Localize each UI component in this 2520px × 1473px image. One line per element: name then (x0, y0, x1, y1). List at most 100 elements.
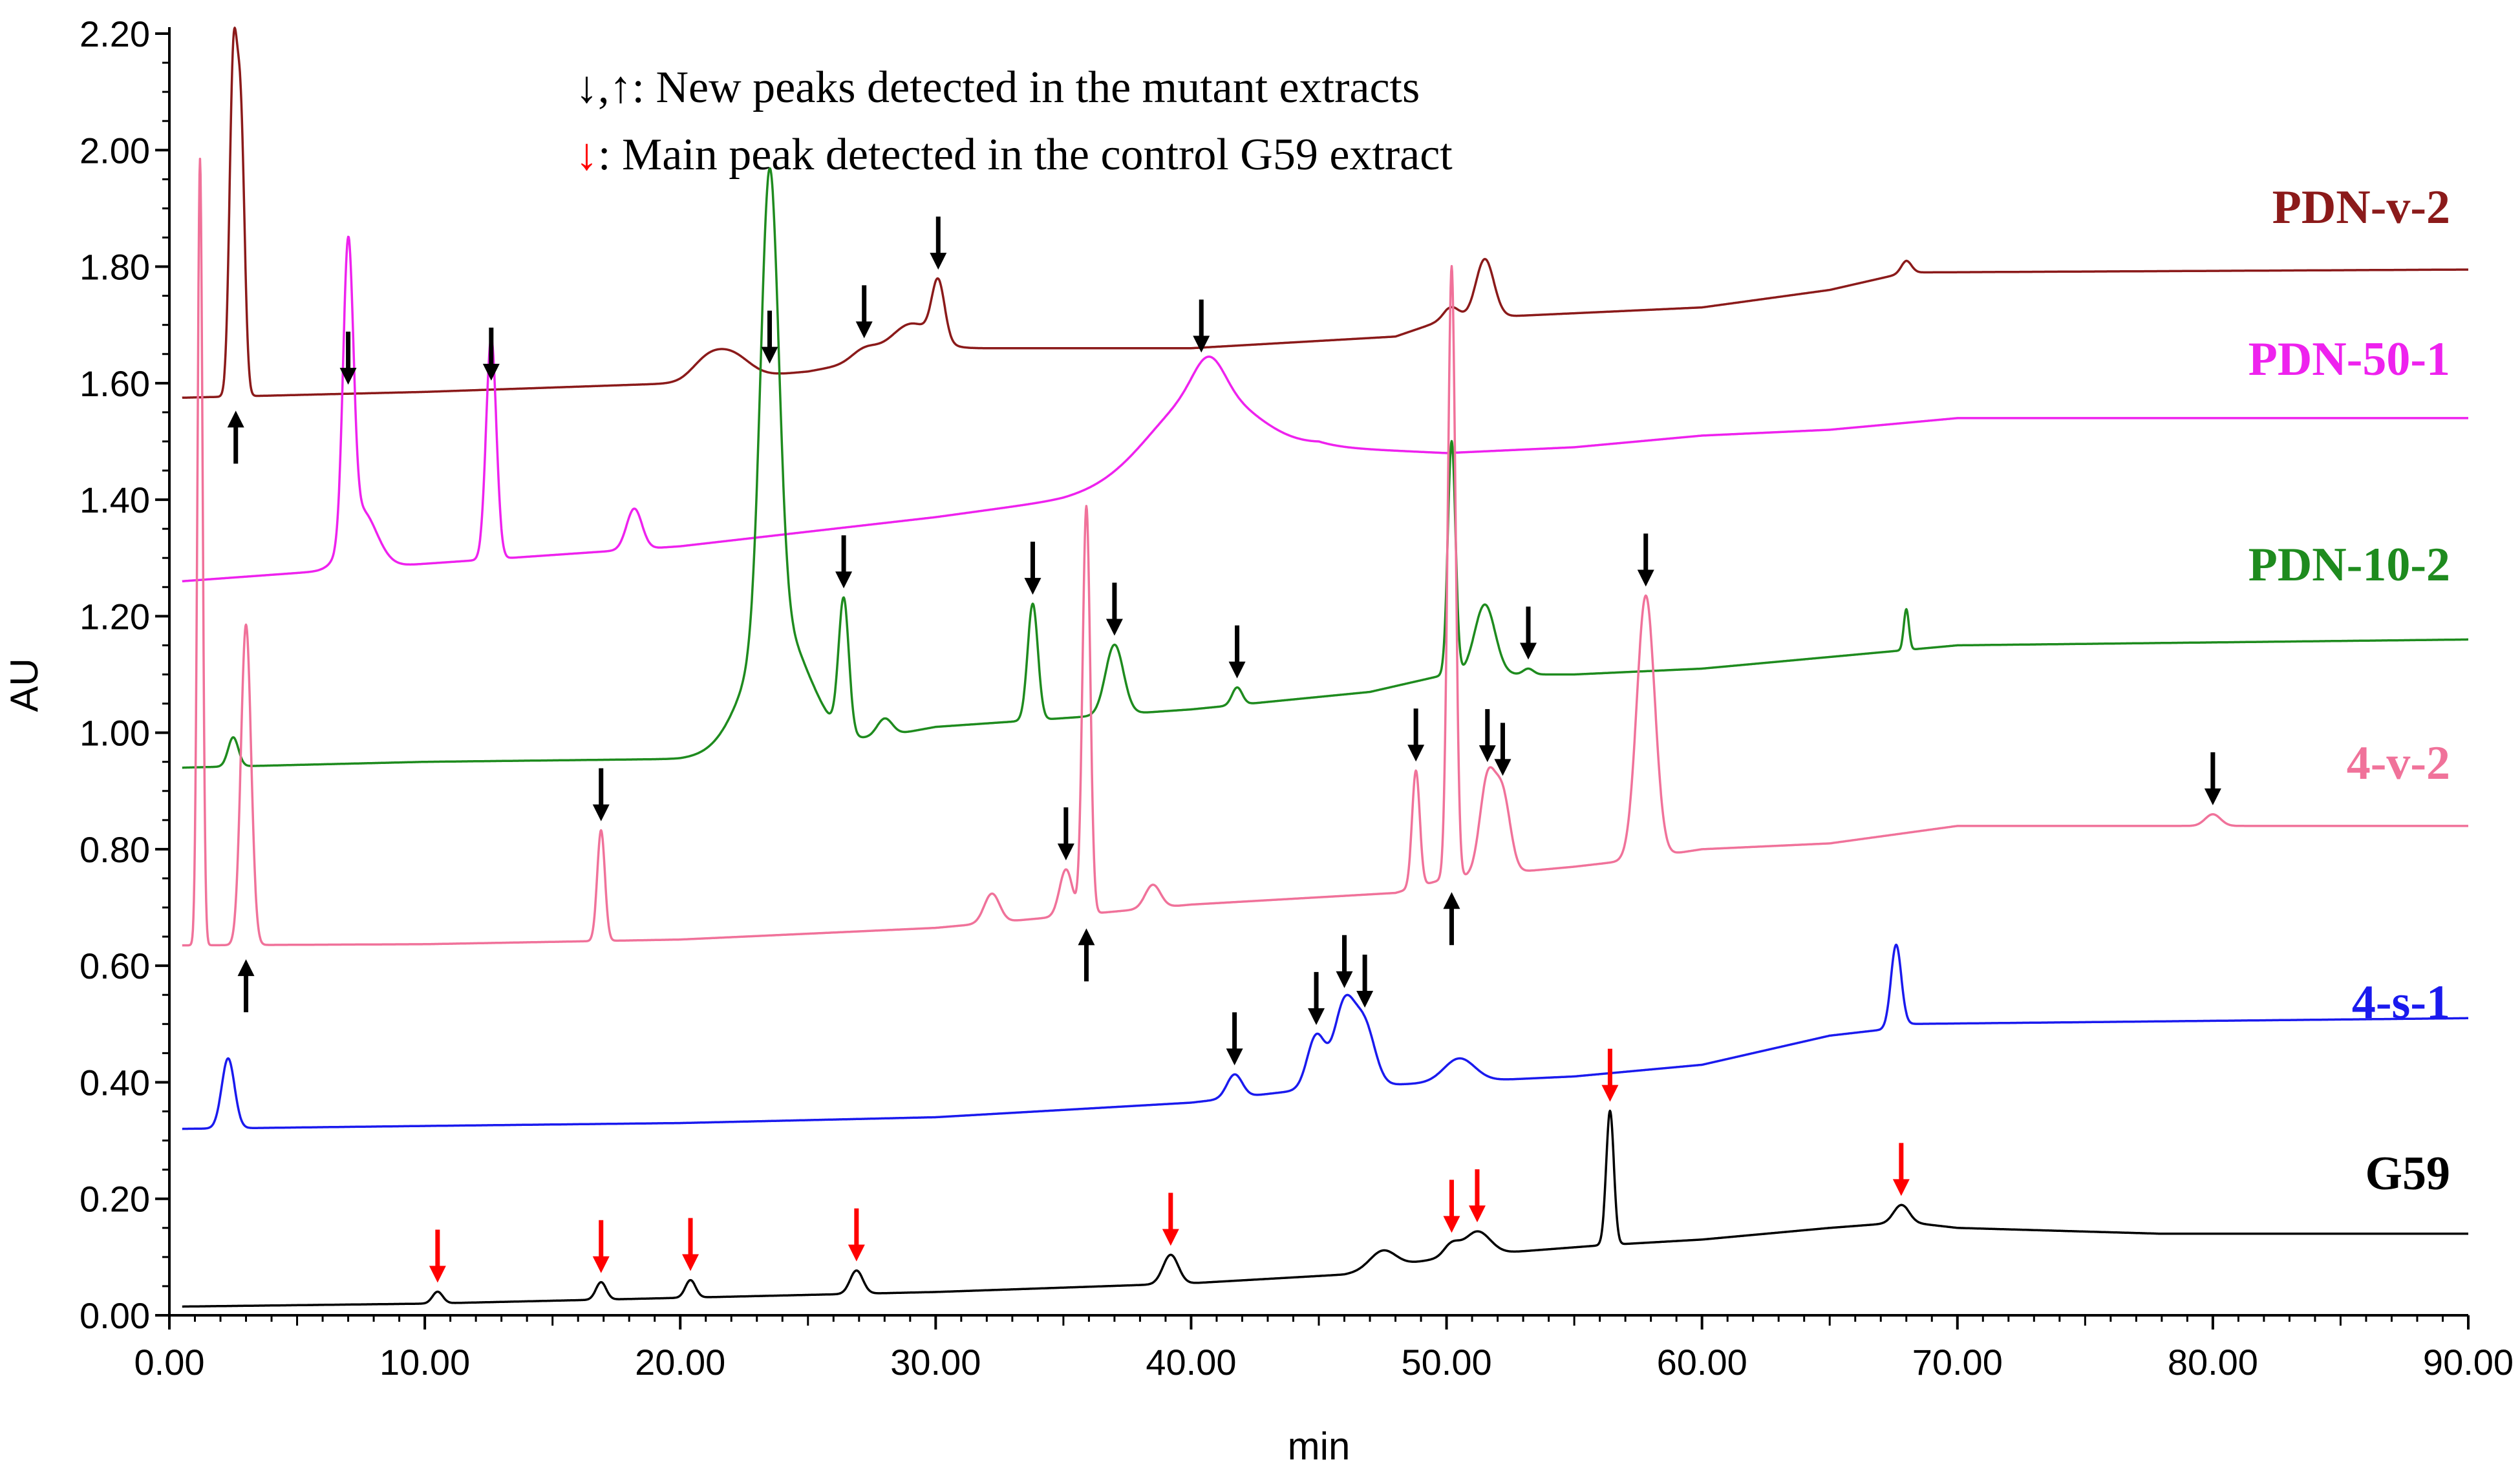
series-label-PDN-10-2: PDN-10-2 (2248, 538, 2450, 591)
y-axis-title: AU (3, 658, 46, 712)
arrow-head (1494, 759, 1511, 776)
y-tick-label: 1.60 (80, 363, 150, 404)
y-tick-label: 1.80 (80, 247, 150, 288)
legend-black-arrows: ↓,↑: New peaks detected in the mutant ex… (575, 63, 1420, 112)
black-down-arrow (1637, 533, 1654, 587)
black-down-arrow (592, 768, 610, 821)
peak-arrows (227, 217, 2221, 1283)
arrow-head (1468, 1205, 1486, 1223)
black-down-arrow (1336, 935, 1353, 988)
series-label-4-s-1: 4-s-1 (2352, 976, 2450, 1029)
series-line-4-s-1 (181, 943, 2469, 1130)
y-tick-label: 0.00 (80, 1295, 150, 1336)
arrow-head (1162, 1229, 1179, 1246)
black-down-arrow (1407, 708, 1425, 762)
arrow-head (1078, 928, 1095, 946)
arrow-head (482, 363, 500, 381)
black-down-arrow (1024, 542, 1041, 595)
legend-red-arrow-text: : Main peak detected in the control G59 … (598, 130, 1453, 180)
x-tick-label: 20.00 (635, 1342, 725, 1383)
arrow-head (1024, 578, 1041, 595)
black-up-arrow (237, 959, 255, 1013)
x-tick-label: 70.00 (1912, 1342, 2003, 1383)
arrow-head (855, 321, 873, 339)
black-down-arrow (835, 535, 853, 589)
x-tick-label: 30.00 (890, 1342, 981, 1383)
x-tick-label: 40.00 (1146, 1342, 1236, 1383)
axes: 0.00 0.20 0.40 0.60 0.80 1.00 1.20 1.40 1.60 1.80… (3, 14, 2514, 1468)
arrow-head (1356, 991, 1374, 1008)
black-down-arrow (1479, 709, 1496, 763)
x-tick-label: 90.00 (2423, 1342, 2514, 1383)
arrow-head (429, 1266, 446, 1283)
black-up-arrow (1443, 892, 1460, 946)
y-tick-label: 0.60 (80, 946, 150, 986)
arrow-head (1407, 745, 1425, 762)
y-tick-label: 0.80 (80, 829, 150, 870)
arrow-head (1479, 745, 1496, 763)
red-down-arrow (848, 1208, 865, 1262)
x-tick-label: 50.00 (1401, 1342, 1491, 1383)
black-down-arrow (855, 285, 873, 339)
arrow-head (930, 253, 947, 270)
arrow-head (1443, 892, 1460, 909)
black-down-arrow (1226, 1012, 1243, 1066)
arrow-head (835, 571, 853, 589)
black-down-arrow (1356, 955, 1374, 1008)
y-tick-label: 1.40 (80, 480, 150, 520)
black-up-arrow (227, 410, 244, 464)
y-tick-label: 1.20 (80, 596, 150, 637)
arrow-head (1892, 1179, 1910, 1196)
black-down-arrow (1519, 606, 1537, 660)
series-line-G59 (181, 1109, 2469, 1308)
y-tick-label: 1.00 (80, 713, 150, 754)
black-down-arrow (1057, 807, 1074, 861)
arrow-head (1193, 335, 1210, 353)
arrow-head (592, 804, 610, 821)
series-line-PDN-v-2 (181, 26, 2469, 399)
black-down-arrow (1193, 299, 1210, 353)
black-down-arrow (930, 217, 947, 270)
series-label-PDN-50-1: PDN-50-1 (2248, 333, 2450, 386)
red-down-arrow (1443, 1180, 1460, 1233)
arrow-head (1443, 1216, 1460, 1233)
arrow-head (339, 368, 357, 385)
arrow-head (1228, 661, 1246, 679)
series-line-4-v-2 (181, 157, 2469, 947)
x-tick-label: 60.00 (1657, 1342, 1747, 1383)
red-down-arrow (1892, 1143, 1910, 1196)
black-down-arrow (761, 310, 778, 364)
arrow-head (1308, 1008, 1325, 1025)
x-tick-label: 0.00 (134, 1342, 205, 1383)
arrow-head (1057, 843, 1074, 861)
red-down-arrow (1468, 1169, 1486, 1223)
black-down-arrow (1228, 625, 1246, 679)
black-down-arrow (482, 327, 500, 381)
black-down-arrow (2204, 752, 2221, 805)
arrow-head (1519, 642, 1537, 660)
series-lines (181, 26, 2469, 1308)
arrow-head (2204, 788, 2221, 805)
y-tick-label: 2.00 (80, 130, 150, 171)
arrow-head (237, 959, 255, 977)
red-down-arrow (1162, 1192, 1179, 1246)
x-tick-label: 10.00 (379, 1342, 470, 1383)
black-down-arrow (1494, 723, 1511, 776)
legend-red-arrow-glyph: ↓ (575, 130, 598, 180)
arrow-head (848, 1244, 865, 1262)
arrow-head (1105, 619, 1123, 636)
black-up-arrow (1078, 928, 1095, 982)
series-label-4-v-2: 4-v-2 (2347, 737, 2450, 790)
y-tick-label: 2.20 (80, 14, 150, 54)
y-tick-label: 0.40 (80, 1062, 150, 1103)
x-tick-label: 80.00 (2168, 1342, 2258, 1383)
arrow-head (1226, 1048, 1243, 1066)
x-axis-title: min (1288, 1425, 1351, 1468)
arrow-head (761, 346, 778, 364)
arrow-head (1336, 971, 1353, 988)
black-down-arrow (1308, 971, 1325, 1025)
series-label-PDN-v-2: PDN-v-2 (2272, 181, 2450, 234)
arrow-head (1637, 569, 1654, 587)
arrow-head (682, 1254, 699, 1271)
